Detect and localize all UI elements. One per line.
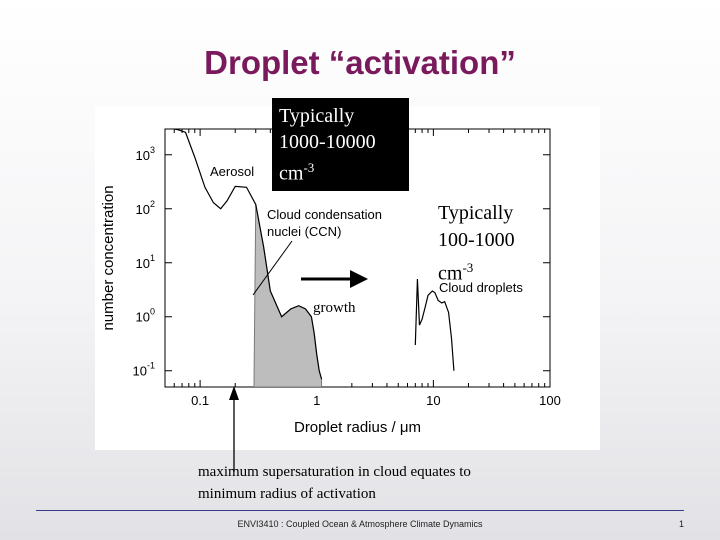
activation-footnote: maximum supersaturation in cloud equates… [198,461,471,505]
x-tick-label: 1 [313,393,320,408]
aerosol-line [174,129,323,380]
droplet-note-line2: 100-1000 [438,229,515,251]
x-tick-label: 100 [539,393,561,408]
x-tick-label: 10 [426,393,440,408]
growth-label: growth [313,300,356,316]
footer-divider [36,510,684,511]
x-tick-label: 0.1 [191,393,209,408]
footnote-line1: maximum supersaturation in cloud equates… [198,464,471,480]
droplet-note-unit: cm-3 [438,260,474,285]
y-tick-label: 103 [136,145,155,163]
y-axis-label: number concentration [100,185,117,330]
footer-course-title: ENVI3410 : Coupled Ocean & Atmosphere Cl… [237,519,483,529]
y-tick-label: 10-1 [133,361,155,379]
ccn-annotation-leader [252,240,293,296]
ccn-concentration-note: Typically 1000-10000 cm-3 [272,98,409,191]
x-axis-label: Droplet radius / μm [294,419,421,436]
y-tick-label: 102 [136,199,155,217]
cloud-droplets-line [414,278,455,371]
droplet-concentration-note: Typically 100-1000 cm-3 [438,200,515,288]
ccn-note-unit: cm-3 [279,160,315,185]
size-distribution-chart: 0.1 1 10 100 10-1 100 101 102 103 Droplet radius … [100,128,561,436]
footnote-line2: minimum radius of activation [198,486,376,502]
ccn-note-line1: Typically [279,105,355,127]
y-tick-label: 101 [136,253,155,271]
ccn-annotation-line2: nuclei (CCN) [267,224,341,239]
ccn-annotation-line1: Cloud condensation [267,207,382,222]
aerosol-annotation: Aerosol [210,164,254,179]
y-tick-label: 100 [136,307,155,325]
droplet-note-line1: Typically [438,202,514,224]
cloud-droplets-annotation: Cloud droplets [439,280,523,295]
page-number: 1 [679,519,685,529]
slide-title: Droplet “activation” [204,44,516,81]
ccn-note-line2: 1000-10000 [279,131,376,153]
